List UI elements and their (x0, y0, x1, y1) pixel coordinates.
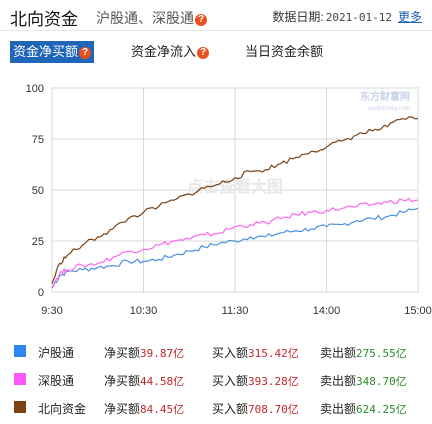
watermark-logo-sub: eastmoney.com (368, 106, 410, 112)
net-buy-value: 39.87亿 (140, 347, 185, 360)
series-line (51, 207, 419, 289)
buy-value: 708.70亿 (248, 403, 299, 416)
legend-name: 深股通 (38, 374, 75, 388)
x-tick-label: 10:30 (130, 305, 158, 317)
help-icon[interactable]: ? (197, 47, 210, 59)
legend-row: 深股通 净买额44.58亿 买入额393.28亿 卖出额348.70亿 (0, 368, 432, 392)
series-line (51, 197, 419, 287)
line-chart[interactable]: 0 25 50 75 100 9:30 10:30 11:30 14:00 15:00 点击查看大图… (0, 70, 432, 325)
series-line (51, 116, 419, 285)
help-icon[interactable]: ? (79, 47, 92, 59)
buy-amount: 买入额393.28亿 (212, 374, 299, 388)
net-buy: 净买额44.58亿 (104, 374, 185, 388)
help-icon[interactable]: ? (195, 14, 207, 26)
tab-net-buy[interactable]: 资金净买额? (10, 41, 95, 63)
legend-row: 沪股通 净买额39.87亿 买入额315.42亿 卖出额275.55亿 (0, 340, 432, 364)
tab-label: 资金净买额 (13, 44, 79, 59)
legend-name: 沪股通 (38, 346, 75, 360)
x-tick-label: 9:30 (41, 305, 62, 317)
legend-swatch (14, 345, 26, 357)
date-value: 2021-01-12 (325, 11, 392, 24)
net-buy-value: 84.45亿 (140, 403, 185, 416)
x-tick-label: 11:30 (222, 305, 249, 317)
y-tick-label: 25 (32, 236, 44, 248)
tab-bar: 资金净买额? 资金净流入? 当日资金余额 (10, 41, 430, 65)
legend-name: 北向资金 (38, 402, 87, 416)
legend-row: 北向资金 净买额84.45亿 买入额708.70亿 卖出额624.25亿 (0, 396, 432, 420)
y-tick-label: 0 (38, 287, 44, 299)
tab-label: 资金净流入 (131, 44, 197, 59)
watermark-text: 点击查看大图 (187, 177, 283, 196)
y-tick-label: 100 (26, 83, 44, 95)
buy-amount: 买入额315.42亿 (212, 346, 299, 360)
sell-value: 624.25亿 (356, 403, 407, 416)
tab-daily-balance[interactable]: 当日资金余额 (242, 41, 326, 63)
tab-net-inflow[interactable]: 资金净流入? (128, 41, 212, 63)
chart[interactable]: 0 25 50 75 100 9:30 10:30 11:30 14:00 15:00 点击查看大图… (0, 70, 432, 325)
net-buy-value: 44.58亿 (140, 375, 185, 388)
y-tick-label: 75 (32, 134, 44, 146)
y-tick-label: 50 (32, 185, 44, 197)
sell-value: 275.55亿 (356, 347, 407, 360)
header: 北向资金 沪股通、深股通? 数据日期: 2021-01-12 更多 (0, 0, 432, 31)
legend-swatch (14, 401, 26, 413)
x-tick-label: 15:00 (404, 305, 432, 317)
net-buy: 净买额84.45亿 (104, 402, 185, 416)
date-label: 数据日期: (272, 10, 324, 24)
page-title: 北向资金 (10, 10, 78, 29)
subtitle-text: 沪股通、深股通 (96, 10, 194, 26)
sell-amount: 卖出额275.55亿 (320, 346, 407, 360)
x-tick-label: 14:00 (313, 305, 341, 317)
tab-label: 当日资金余额 (245, 44, 324, 59)
data-date: 数据日期: 2021-01-12 更多 (272, 8, 422, 25)
sell-amount: 卖出额348.70亿 (320, 374, 407, 388)
sell-amount: 卖出额624.25亿 (320, 402, 407, 416)
buy-amount: 买入额708.70亿 (212, 402, 299, 416)
buy-value: 393.28亿 (248, 375, 299, 388)
sell-value: 348.70亿 (356, 375, 407, 388)
page-subtitle: 沪股通、深股通? (96, 8, 207, 28)
legend-swatch (14, 373, 26, 385)
more-link[interactable]: 更多 (397, 10, 422, 24)
net-buy: 净买额39.87亿 (104, 346, 185, 360)
buy-value: 315.42亿 (248, 347, 299, 360)
watermark-logo: 东方财富网 (360, 90, 410, 103)
